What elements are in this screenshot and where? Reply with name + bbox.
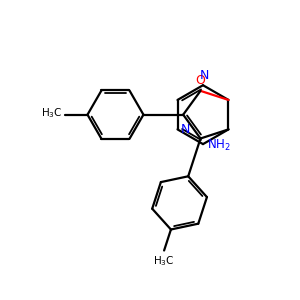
Text: NH$_2$: NH$_2$ — [207, 138, 231, 153]
Text: N: N — [200, 69, 209, 82]
Text: N: N — [181, 123, 190, 136]
Text: H$_3$C: H$_3$C — [153, 254, 175, 268]
Text: O: O — [196, 74, 206, 87]
Text: H$_3$C: H$_3$C — [41, 106, 62, 120]
